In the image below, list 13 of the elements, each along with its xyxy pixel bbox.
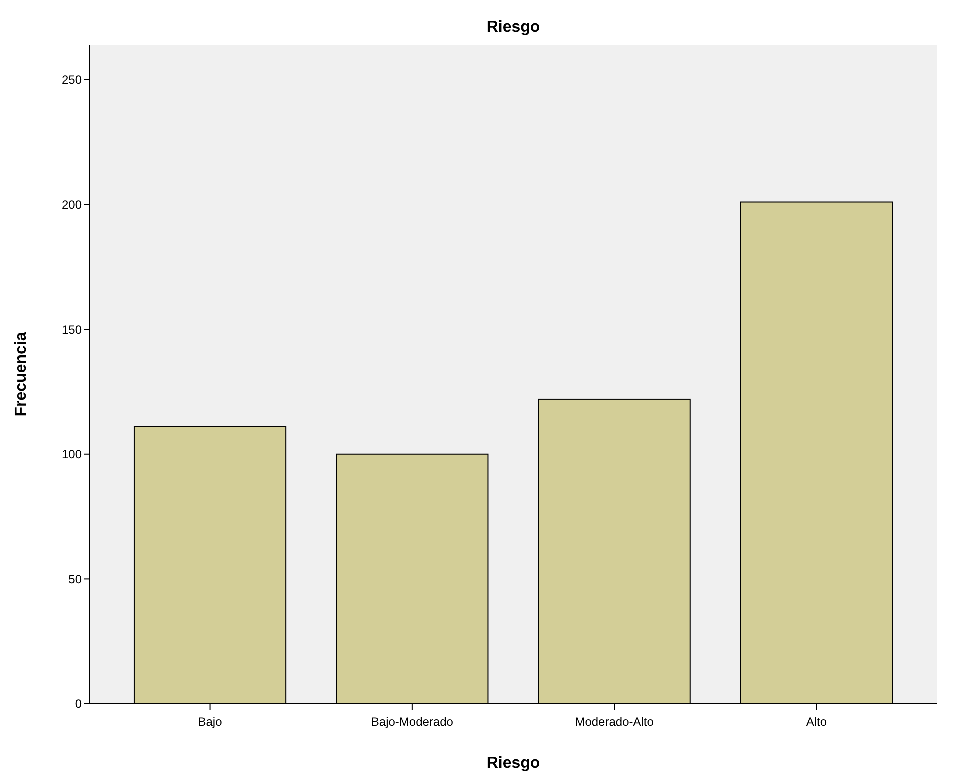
y-tick-label: 100 [62, 448, 82, 462]
y-tick-label: 50 [68, 572, 82, 586]
chart-title: Riesgo [486, 19, 540, 36]
y-tick-label: 0 [75, 697, 82, 712]
x-tick-label: Bajo [198, 715, 223, 729]
y-tick-label: 250 [62, 73, 82, 88]
y-axis-title: Frecuencia [13, 332, 30, 417]
y-tick-label: 200 [62, 198, 82, 212]
x-tick-label: Alto [806, 715, 828, 729]
x-tick-label: Moderado-Alto [575, 715, 654, 729]
x-tick-label: Bajo-Moderado [371, 715, 454, 729]
y-tick-label: 150 [62, 322, 82, 337]
x-axis-title: Riesgo [486, 755, 540, 772]
